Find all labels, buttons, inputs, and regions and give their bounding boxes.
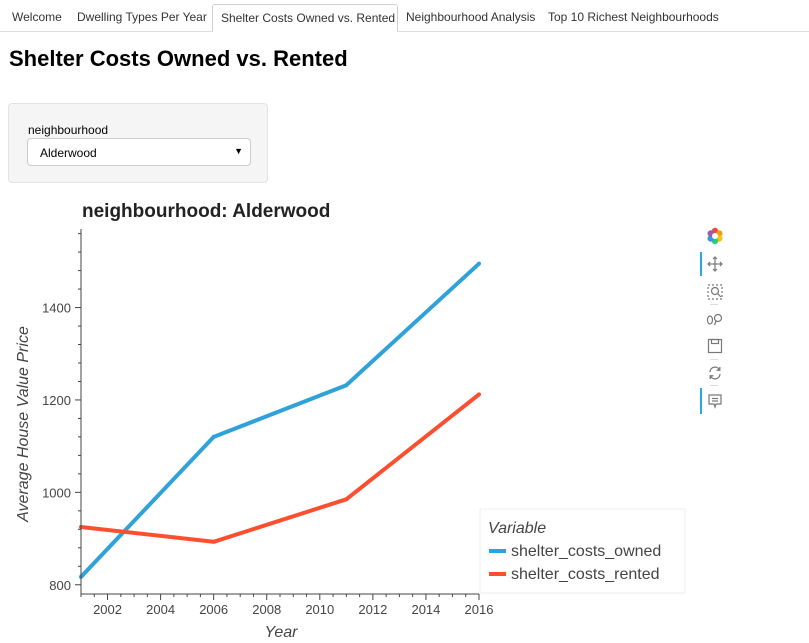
x-tick-label: 2016 (465, 602, 494, 617)
legend-title: Variable (488, 520, 546, 537)
series-line-shelter_costs_rented (80, 392, 481, 544)
x-tick-label: 2008 (252, 602, 281, 617)
toolbar-separator (710, 359, 718, 360)
x-axis-label: Year (265, 624, 299, 641)
toolbar-separator (710, 304, 718, 305)
page-title: Shelter Costs Owned vs. Rented (9, 46, 348, 71)
x-tick-label: 2010 (305, 602, 334, 617)
tab-neighbourhood-analysis[interactable]: Neighbourhood Analysis (406, 10, 536, 24)
x-tick-label: 2004 (146, 602, 175, 617)
tab-welcome[interactable]: Welcome (12, 10, 62, 24)
reset-icon[interactable] (704, 363, 726, 383)
y-tick-label: 800 (49, 578, 71, 593)
y-axis-label: Average House Value Price (15, 326, 32, 523)
wheel-zoom-icon[interactable] (704, 309, 726, 329)
legend-label-shelter_costs_rented: shelter_costs_rented (511, 566, 660, 583)
tab-bar: Welcome Dwelling Types Per Year Shelter … (0, 0, 809, 32)
chevron-down-icon: ▼ (234, 146, 243, 156)
data-point-shelter_costs_rented (344, 497, 349, 502)
hover-active-indicator (700, 388, 702, 414)
x-tick-label: 2006 (199, 602, 228, 617)
x-tick-label: 2012 (358, 602, 387, 617)
tab-top-10-richest[interactable]: Top 10 Richest Neighbourhoods (548, 10, 719, 24)
data-point-shelter_costs_rented (477, 392, 481, 397)
x-tick-label: 2014 (411, 602, 440, 617)
data-point-shelter_costs_owned (477, 261, 481, 266)
y-tick-label: 1200 (42, 393, 71, 408)
bokeh-logo-icon[interactable] (704, 226, 726, 246)
box-zoom-icon[interactable] (704, 282, 726, 302)
toolbar-separator (710, 385, 718, 386)
y-tick-label: 1400 (42, 301, 71, 316)
pan-icon[interactable] (704, 254, 726, 274)
data-point-shelter_costs_owned (211, 434, 216, 439)
series-line-shelter_costs_owned (79, 262, 481, 579)
neighbourhood-select-value: Alderwood (40, 146, 97, 160)
data-point-shelter_costs_owned (344, 383, 349, 388)
save-icon[interactable] (704, 336, 726, 356)
widget-panel: neighbourhood Alderwood ▼ (8, 103, 268, 183)
pan-active-indicator (700, 252, 702, 276)
data-point-shelter_costs_rented (211, 539, 216, 544)
chart-toolbar (700, 226, 728, 416)
hover-icon[interactable] (704, 391, 726, 411)
chart-title: neighbourhood: Alderwood (82, 201, 331, 222)
y-tick-label: 1000 (42, 485, 71, 500)
tab-shelter-costs[interactable]: Shelter Costs Owned vs. Rented (212, 4, 398, 32)
tab-dwelling-types-per-year[interactable]: Dwelling Types Per Year (77, 10, 207, 24)
legend: Variable shelter_costs_owned shelter_cost… (479, 508, 686, 594)
neighbourhood-label: neighbourhood (28, 123, 109, 137)
neighbourhood-select[interactable]: Alderwood ▼ (27, 138, 251, 166)
x-tick-label: 2002 (93, 602, 122, 617)
legend-label-shelter_costs_owned: shelter_costs_owned (511, 543, 661, 560)
